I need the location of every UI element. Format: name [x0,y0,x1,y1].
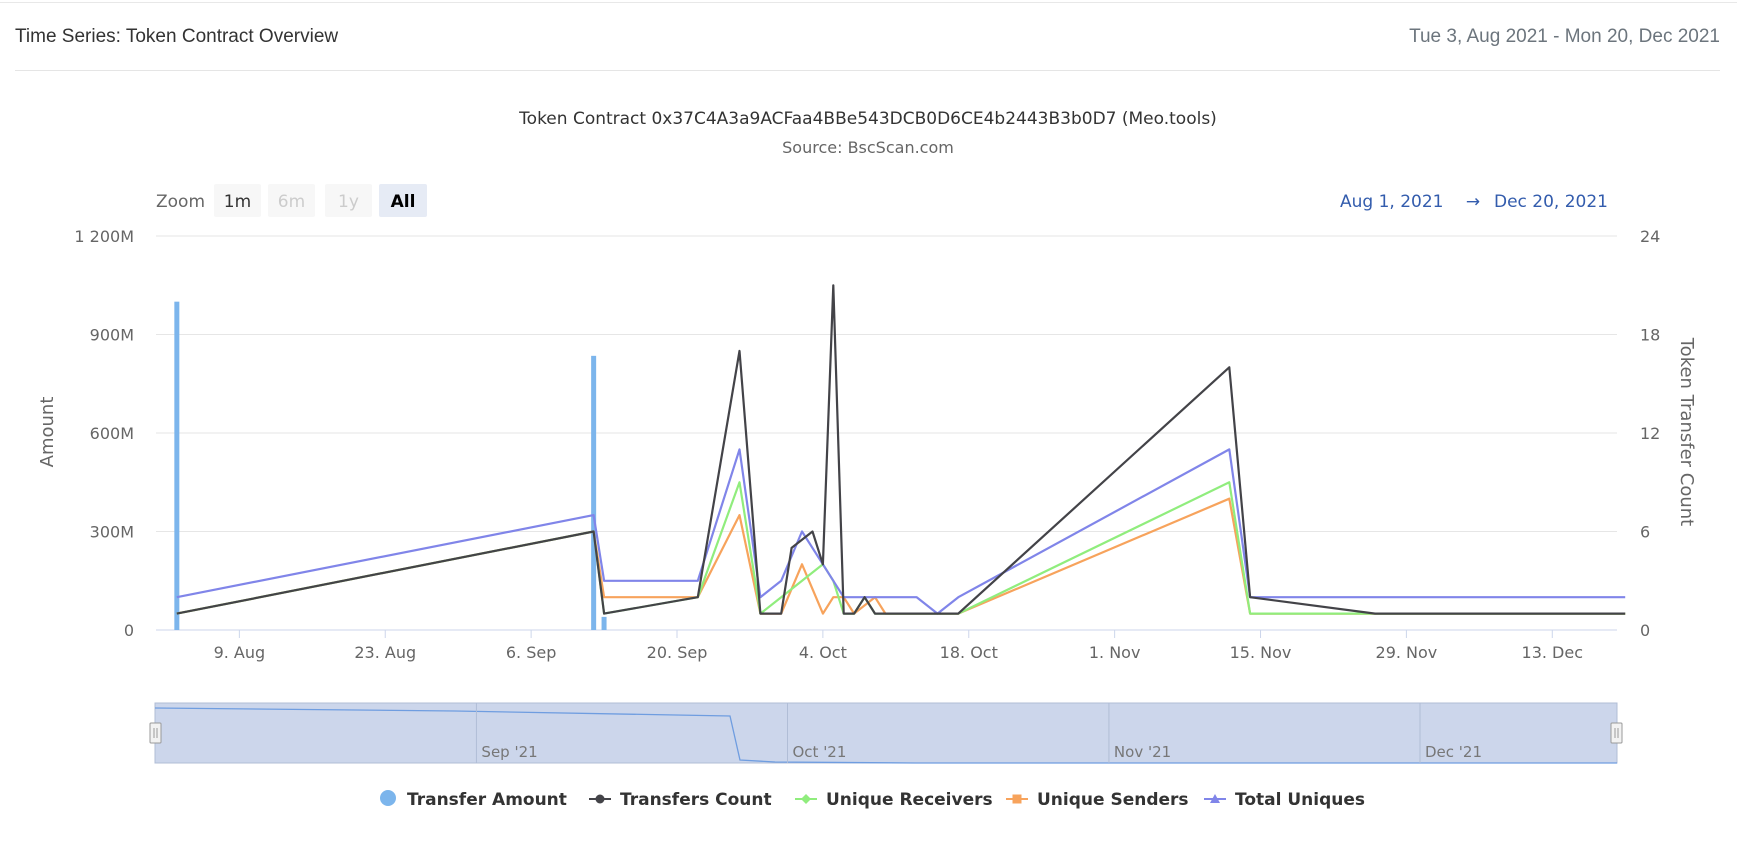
transfer-amount-bar [591,355,597,630]
x-tick-label: 4. Oct [799,643,847,662]
navigator-month-label: Nov '21 [1114,743,1171,761]
legend-transfer-amount-symbol [380,790,396,806]
navigator-series-line [154,707,1617,764]
zoom-6m-label: 6m [278,192,305,212]
zoom-label: Zoom [156,192,205,212]
x-tick-label: 1. Nov [1089,643,1141,662]
transfer-amount-bar [601,616,607,630]
navigator-labels: Sep '21 Oct '21 Nov '21 Dec '21 [475,703,1482,763]
y-left-tick-label: 300M [90,523,134,542]
y-left-tick-label: 1 200M [74,227,134,246]
card-title: Time Series: Token Contract Overview [15,26,339,47]
zoom-all-button[interactable] [379,184,427,217]
zoom-controls: Zoom 1m 6m 1y All [156,184,427,217]
x-tick-label: 9. Aug [214,643,266,662]
legend-unique-receivers-label: Unique Receivers [826,790,993,810]
navigator-month-label: Sep '21 [481,743,537,761]
x-tick-label: 20. Sep [647,643,708,662]
x-tick-label: 13. Dec [1522,643,1584,662]
legend-transfers-count-label: Transfers Count [620,790,772,810]
legend-unique-receivers-symbol [801,794,811,804]
navigator-month-label: Oct '21 [792,743,846,761]
series-unique-receivers-line [176,481,1626,615]
range-from-input[interactable]: Aug 1, 2021 [1340,192,1444,212]
series-transfer-amount [174,301,607,630]
y-left-tick-label: 600M [90,424,134,443]
zoom-1y-button [325,184,372,217]
legend: Transfer Amount Transfers Count Unique R… [380,790,1365,810]
legend-unique-senders-symbol [1012,794,1022,804]
zoom-1y-label: 1y [338,192,359,212]
zoom-1m-button[interactable] [214,184,261,217]
y-left-axis-title: Amount [37,397,58,468]
legend-transfer-amount-label: Transfer Amount [407,790,567,810]
line-series [176,284,1626,615]
x-axis: 9. Aug 23. Aug 6. Sep 20. Sep 4. Oct 18. Oct 1… [214,630,1583,662]
legend-unique-senders-label: Unique Senders [1037,790,1189,810]
range-arrow: → [1466,192,1480,212]
legend-item-total-uniques[interactable]: Total Uniques [1204,790,1365,810]
top-border [0,2,1737,3]
navigator-area[interactable] [154,702,1618,764]
chart: Token Contract 0x37C4A3a9ACFaa4BBe543DCB… [37,109,1697,810]
chart-title: Token Contract 0x37C4A3a9ACFaa4BBe543DCB… [518,109,1217,129]
navigator-left-handle[interactable] [149,722,162,744]
x-tick-label: 18. Oct [940,643,998,662]
navigator: Sep '21 Oct '21 Nov '21 Dec '21 [149,702,1623,764]
legend-item-transfers-count[interactable]: Transfers Count [589,790,772,810]
y-right-tick-label: 0 [1640,621,1650,640]
range-selector: Aug 1, 2021 → Dec 20, 2021 [1340,192,1608,212]
legend-item-unique-receivers[interactable]: Unique Receivers [795,790,993,810]
legend-transfers-count-symbol [595,794,605,804]
y-left-tick-label: 900M [90,326,134,345]
y-right-tick-label: 6 [1640,523,1650,542]
zoom-1m-label: 1m [224,192,251,212]
series-total-uniques-line [176,448,1626,615]
navigator-right-handle[interactable] [1610,722,1623,744]
x-tick-label: 6. Sep [506,643,557,662]
x-tick-label: 15. Nov [1230,643,1292,662]
zoom-all-label: All [391,192,416,212]
y-right-axis-title: Token Transfer Count [1676,337,1697,527]
y-right-tick-label: 18 [1640,326,1660,345]
y-left-axis: 0 300M 600M 900M 1 200M [74,227,134,640]
x-tick-label: 23. Aug [354,643,416,662]
y-left-tick-label: 0 [124,621,134,640]
card-date-range: Tue 3, Aug 2021 - Mon 20, Dec 2021 [1409,26,1720,47]
x-tick-label: 29. Nov [1376,643,1438,662]
grid-lines [156,235,1617,532]
zoom-6m-button [268,184,315,217]
range-to-input[interactable]: Dec 20, 2021 [1494,192,1608,212]
card-header: Time Series: Token Contract Overview Tue… [15,0,1720,71]
transfer-amount-bar [174,301,180,630]
y-right-axis: 0 6 12 18 24 [1640,227,1660,640]
chart-subtitle: Source: BscScan.com [782,138,954,157]
navigator-month-label: Dec '21 [1425,743,1482,761]
legend-total-uniques-label: Total Uniques [1235,790,1365,810]
legend-total-uniques-symbol [1210,794,1220,803]
y-right-tick-label: 24 [1640,227,1660,246]
series-transfers-count-line [176,284,1626,615]
legend-item-unique-senders[interactable]: Unique Senders [1006,790,1189,810]
y-right-tick-label: 12 [1640,424,1660,443]
legend-item-transfer-amount[interactable]: Transfer Amount [380,790,567,810]
